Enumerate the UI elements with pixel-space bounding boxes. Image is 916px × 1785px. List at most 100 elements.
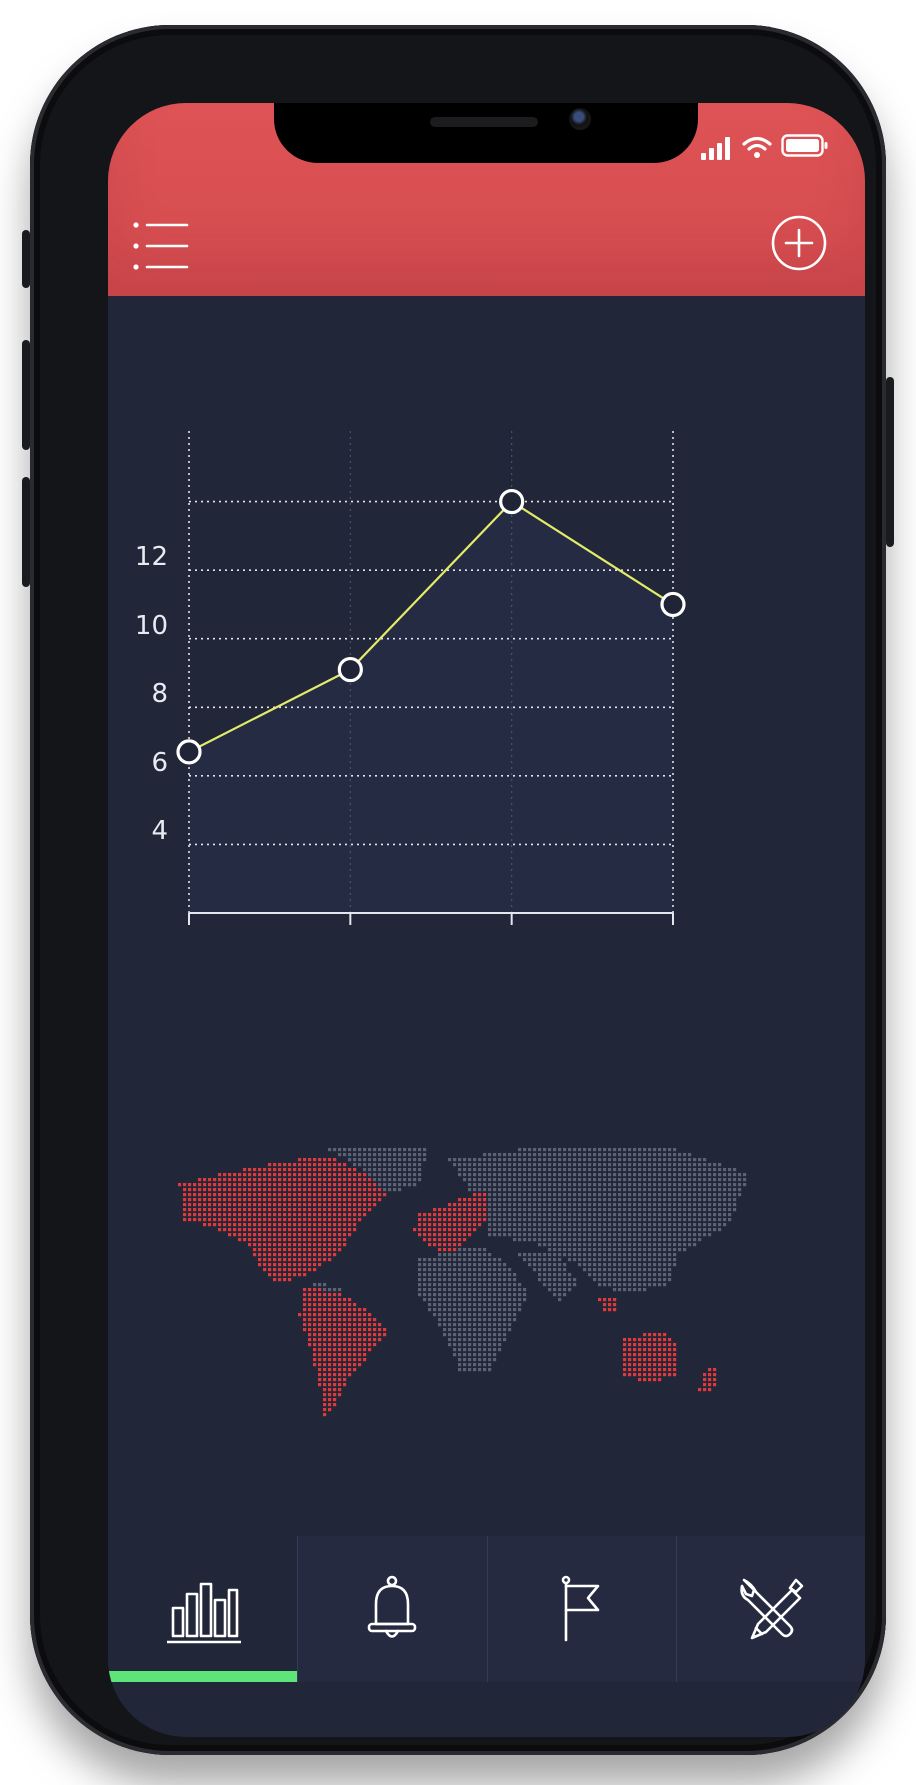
- map-dot: [658, 1173, 662, 1177]
- map-dot: [458, 1298, 462, 1302]
- map-dot: [518, 1213, 522, 1217]
- map-dot: [343, 1373, 347, 1377]
- map-dot: [443, 1258, 447, 1262]
- map-dot: [183, 1183, 187, 1187]
- map-dot: [383, 1153, 387, 1157]
- map-dot: [523, 1288, 527, 1292]
- map-dot: [668, 1363, 672, 1367]
- map-dot: [208, 1208, 212, 1212]
- map-dot: [343, 1238, 347, 1242]
- map-dot: [318, 1238, 322, 1242]
- tab-statistics[interactable]: [108, 1536, 298, 1682]
- add-button[interactable]: [771, 215, 827, 271]
- map-dot: [618, 1268, 622, 1272]
- map-dot: [663, 1353, 667, 1357]
- map-dot: [298, 1203, 302, 1207]
- map-dot: [313, 1313, 317, 1317]
- map-dot: [703, 1178, 707, 1182]
- map-dot: [573, 1278, 577, 1282]
- map-dot: [593, 1203, 597, 1207]
- map-dot: [718, 1213, 722, 1217]
- map-dot: [568, 1198, 572, 1202]
- tab-notifications[interactable]: [297, 1536, 488, 1682]
- map-dot: [313, 1223, 317, 1227]
- map-dot: [328, 1393, 332, 1397]
- map-dot: [413, 1148, 417, 1152]
- map-dot: [598, 1178, 602, 1182]
- map-dot: [348, 1178, 352, 1182]
- map-dot: [253, 1168, 257, 1172]
- map-dot: [243, 1203, 247, 1207]
- map-dot: [483, 1218, 487, 1222]
- map-dot: [248, 1203, 252, 1207]
- map-dot: [578, 1193, 582, 1197]
- map-dot: [548, 1258, 552, 1262]
- map-dot: [258, 1198, 262, 1202]
- map-dot: [613, 1233, 617, 1237]
- map-dot: [618, 1228, 622, 1232]
- map-dot: [608, 1283, 612, 1287]
- map-dot: [468, 1168, 472, 1172]
- map-dot: [443, 1308, 447, 1312]
- map-dot: [338, 1233, 342, 1237]
- map-dot: [478, 1208, 482, 1212]
- map-dot: [668, 1343, 672, 1347]
- map-dot: [608, 1268, 612, 1272]
- map-dot: [653, 1168, 657, 1172]
- map-dot: [653, 1243, 657, 1247]
- map-dot: [508, 1303, 512, 1307]
- y-tick-label: 12: [134, 542, 168, 573]
- bar-chart-icon: [166, 1582, 241, 1644]
- menu-button[interactable]: [133, 221, 191, 271]
- wifi-icon: [742, 136, 772, 158]
- map-dot: [573, 1188, 577, 1192]
- map-dot: [433, 1293, 437, 1297]
- map-dot: [573, 1283, 577, 1287]
- map-dot: [578, 1218, 582, 1222]
- map-dot: [523, 1178, 527, 1182]
- map-dot: [628, 1163, 632, 1167]
- map-dot: [318, 1178, 322, 1182]
- map-dot: [468, 1163, 472, 1167]
- map-dot: [268, 1233, 272, 1237]
- map-dot: [638, 1218, 642, 1222]
- map-dot: [328, 1403, 332, 1407]
- map-dot: [643, 1288, 647, 1292]
- map-dot: [453, 1253, 457, 1257]
- map-dot: [468, 1288, 472, 1292]
- map-dot: [408, 1173, 412, 1177]
- map-dot: [568, 1213, 572, 1217]
- map-dot: [328, 1373, 332, 1377]
- chart-data-point: [499, 488, 525, 515]
- map-dot: [608, 1298, 612, 1302]
- map-dot: [488, 1368, 492, 1372]
- map-dot: [268, 1213, 272, 1217]
- y-tick-label: 4: [151, 816, 168, 847]
- map-dot: [448, 1253, 452, 1257]
- map-dot: [488, 1208, 492, 1212]
- map-dot: [313, 1358, 317, 1362]
- map-dot: [433, 1278, 437, 1282]
- map-dot: [598, 1213, 602, 1217]
- tab-flags[interactable]: [487, 1536, 677, 1682]
- map-dot: [678, 1183, 682, 1187]
- map-dot: [683, 1238, 687, 1242]
- map-dot: [363, 1178, 367, 1182]
- map-dot: [398, 1173, 402, 1177]
- map-dot: [658, 1373, 662, 1377]
- map-dot: [488, 1203, 492, 1207]
- map-dot: [658, 1253, 662, 1257]
- map-dot: [258, 1178, 262, 1182]
- tab-settings[interactable]: [676, 1536, 865, 1682]
- map-dot: [493, 1218, 497, 1222]
- map-dot: [428, 1258, 432, 1262]
- map-dot: [543, 1168, 547, 1172]
- map-dot: [678, 1158, 682, 1162]
- map-dot: [448, 1158, 452, 1162]
- map-dot: [553, 1213, 557, 1217]
- map-dot: [628, 1238, 632, 1242]
- map-dot: [313, 1258, 317, 1262]
- map-dot: [518, 1198, 522, 1202]
- map-dot: [693, 1163, 697, 1167]
- map-dot: [448, 1223, 452, 1227]
